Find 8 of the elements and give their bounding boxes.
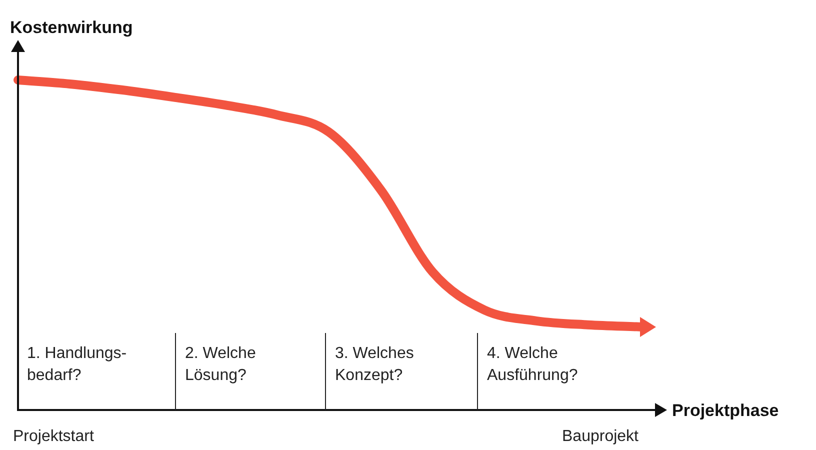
annotation: 3. Welches Konzept?: [325, 333, 477, 410]
annotation: 1. Handlungs- bedarf?: [26, 344, 128, 386]
text: Projektstart: [13, 428, 94, 446]
annotation: 4. Welche Ausführung?: [477, 333, 640, 410]
text: Bauprojekt: [562, 428, 638, 446]
x-axis-title: Projektphase: [672, 401, 779, 421]
annotation: 2. Welche Lösung?: [175, 333, 325, 410]
y-axis-title: Kostenwirkung: [10, 18, 133, 38]
